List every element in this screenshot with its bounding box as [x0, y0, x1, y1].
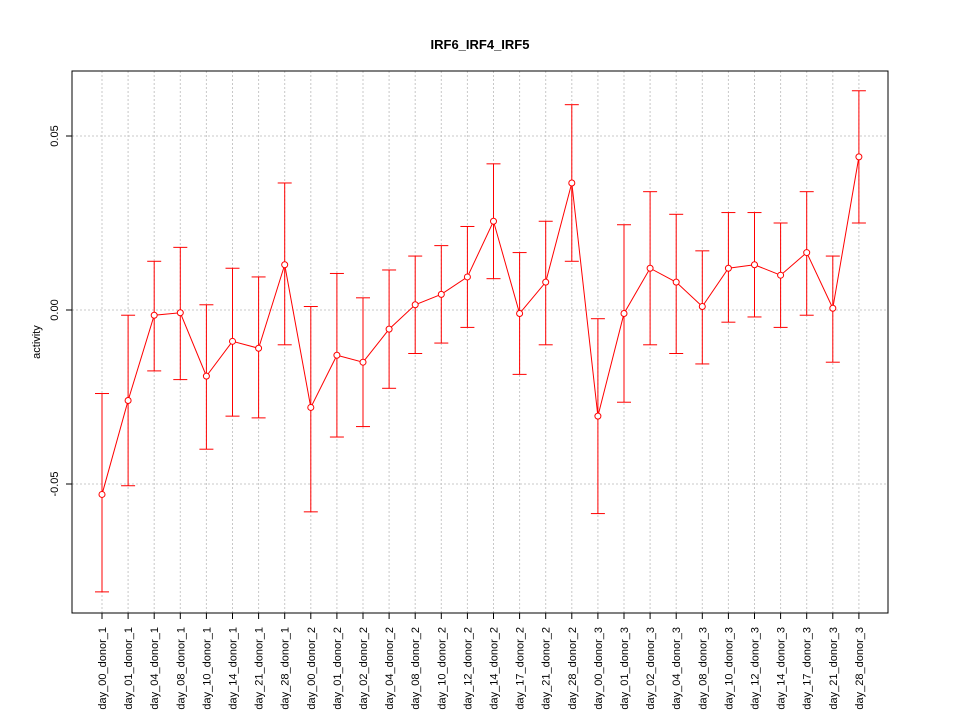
data-point: [672, 278, 680, 286]
data-point: [620, 309, 628, 317]
data-point: [568, 179, 576, 187]
x-tick-label: day_01_donor_2: [332, 627, 344, 710]
x-tick-label: day_28_donor_1: [280, 627, 292, 710]
data-point: [229, 337, 236, 345]
data-point: [333, 351, 341, 359]
plot-frame: [71, 70, 889, 614]
data-point: [176, 309, 184, 317]
x-tick-label: day_04_donor_2: [384, 627, 396, 710]
x-axis: day_00_donor_1 day_01_donor_1 day_04_donor…: [97, 613, 866, 710]
data-point: [307, 403, 315, 411]
x-tick-label: day_01_donor_1: [123, 627, 135, 710]
x-tick-label: day_10_donor_1: [201, 627, 213, 710]
x-tick-label: day_10_donor_3: [723, 627, 735, 710]
data-point: [255, 344, 263, 352]
data-point: [803, 249, 811, 257]
data-point: [594, 412, 602, 420]
x-tick-label: day_14_donor_3: [776, 627, 788, 710]
x-tick-label: day_00_donor_1: [97, 627, 109, 710]
x-tick-label: day_14_donor_1: [228, 627, 240, 710]
data-point: [490, 217, 497, 225]
x-tick-label: day_01_donor_3: [619, 627, 631, 710]
data-point: [411, 301, 419, 309]
x-tick-label: day_04_donor_1: [149, 627, 161, 710]
y-tick-label: 0.00: [49, 299, 61, 320]
x-tick-label: day_17_donor_2: [515, 627, 527, 710]
data-point: [281, 261, 289, 269]
data-point: [202, 372, 210, 380]
x-tick-label: day_08_donor_3: [697, 627, 709, 710]
x-tick-label: day_12_donor_3: [750, 627, 762, 710]
data-point: [751, 261, 758, 269]
grid: [72, 71, 888, 613]
y-axis: -0.05 0.00 0.05: [49, 125, 72, 497]
data-point: [437, 290, 445, 298]
x-tick-label: day_17_donor_3: [802, 627, 814, 710]
data-point: [777, 271, 785, 279]
y-tick-label: 0.05: [49, 125, 61, 146]
data-point: [516, 309, 524, 317]
x-tick-label: day_04_donor_3: [671, 627, 683, 710]
data-point: [463, 273, 471, 281]
x-tick-label: day_21_donor_1: [254, 627, 266, 710]
data-point: [98, 490, 106, 498]
data-point: [150, 311, 158, 319]
chart-title: IRF6_IRF4_IRF5: [431, 37, 530, 52]
x-tick-label: day_08_donor_1: [175, 627, 187, 710]
x-tick-label: day_00_donor_3: [593, 627, 605, 710]
series: [95, 90, 866, 593]
data-point: [124, 396, 132, 404]
data-point: [385, 325, 393, 333]
data-point: [359, 358, 367, 366]
x-tick-label: day_14_donor_2: [489, 627, 501, 710]
x-tick-label: day_08_donor_2: [410, 627, 422, 710]
y-axis-label: activity: [31, 325, 43, 359]
x-tick-label: day_10_donor_2: [436, 627, 448, 710]
data-point: [724, 264, 732, 272]
x-tick-label: day_21_donor_2: [541, 627, 553, 710]
x-tick-label: day_28_donor_2: [567, 627, 579, 710]
x-tick-label: day_00_donor_2: [306, 627, 318, 710]
x-tick-label: day_21_donor_3: [828, 627, 840, 710]
x-tick-label: day_02_donor_2: [358, 627, 370, 710]
data-point: [829, 304, 837, 312]
x-tick-label: day_12_donor_2: [462, 627, 474, 710]
data-point: [855, 153, 863, 161]
data-point: [646, 264, 654, 272]
y-tick-label: -0.05: [49, 471, 61, 496]
data-point: [698, 303, 706, 311]
x-tick-label: day_02_donor_3: [645, 627, 657, 710]
series-line: [101, 156, 860, 495]
data-point: [542, 278, 550, 286]
x-tick-label: day_28_donor_3: [854, 627, 866, 710]
